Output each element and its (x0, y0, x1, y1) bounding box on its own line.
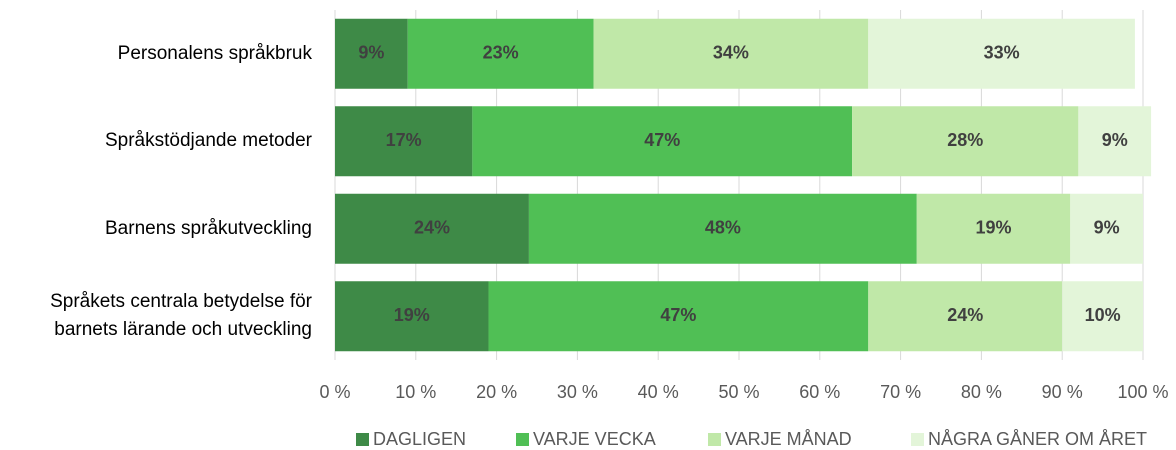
data-label: 10% (1085, 305, 1121, 325)
data-label: 24% (947, 305, 983, 325)
x-tick-label: 90 % (1042, 382, 1083, 402)
y-tick-label: Barnens språkutveckling (105, 217, 312, 239)
legend-swatch (516, 433, 529, 446)
legend-label: NÅGRA GÅNER OM ÅRET (928, 429, 1147, 449)
bar-segment (1078, 106, 1152, 177)
data-label: 48% (705, 218, 741, 238)
bar-segment (335, 193, 529, 264)
legend-swatch (356, 433, 369, 446)
data-label: 9% (1102, 130, 1128, 150)
bar-segment (868, 281, 1063, 352)
y-tick-label: Språkets centrala betydelse för barnets … (50, 291, 312, 341)
data-label: 17% (386, 130, 422, 150)
data-label: 47% (660, 305, 696, 325)
data-label: 19% (976, 218, 1012, 238)
bar-segment (335, 106, 473, 177)
bar-segment (335, 281, 489, 352)
y-tick-label: Personalens språkbruk (117, 42, 312, 64)
bar-segment (335, 18, 408, 89)
bar-segment (1062, 281, 1143, 352)
bar-segment (868, 18, 1135, 89)
bar-segment (528, 193, 917, 264)
bar-segment (407, 18, 594, 89)
legend-label: DAGLIGEN (373, 429, 466, 449)
data-label: 47% (644, 130, 680, 150)
legend-swatch (911, 433, 924, 446)
x-tick-label: 10 % (395, 382, 436, 402)
x-tick-label: 0 % (319, 382, 350, 402)
x-tick-label: 100 % (1117, 382, 1168, 402)
x-tick-label: 40 % (638, 382, 679, 402)
data-label: 34% (713, 43, 749, 63)
x-tick-label: 80 % (961, 382, 1002, 402)
legend-swatch (708, 433, 721, 446)
data-label: 9% (358, 43, 384, 63)
x-tick-label: 20 % (476, 382, 517, 402)
x-tick-label: 60 % (799, 382, 840, 402)
bar-segment (488, 281, 869, 352)
data-label: 23% (483, 43, 519, 63)
bar-segment (472, 106, 853, 177)
x-tick-label: 70 % (880, 382, 921, 402)
data-label: 24% (414, 218, 450, 238)
bar-segment (1070, 193, 1143, 264)
legend-label: VARJE MÅNAD (725, 429, 852, 449)
bar-segment (852, 106, 1079, 177)
data-label: 28% (947, 130, 983, 150)
bar-segment (916, 193, 1071, 264)
data-label: 33% (984, 43, 1020, 63)
y-tick-label: Språkstödjande metoder (104, 130, 312, 152)
data-label: 19% (394, 305, 430, 325)
bar-segment (593, 18, 869, 89)
legend-label: VARJE VECKA (533, 429, 656, 449)
x-tick-label: 30 % (557, 382, 598, 402)
data-label: 9% (1094, 218, 1120, 238)
x-tick-label: 50 % (718, 382, 759, 402)
